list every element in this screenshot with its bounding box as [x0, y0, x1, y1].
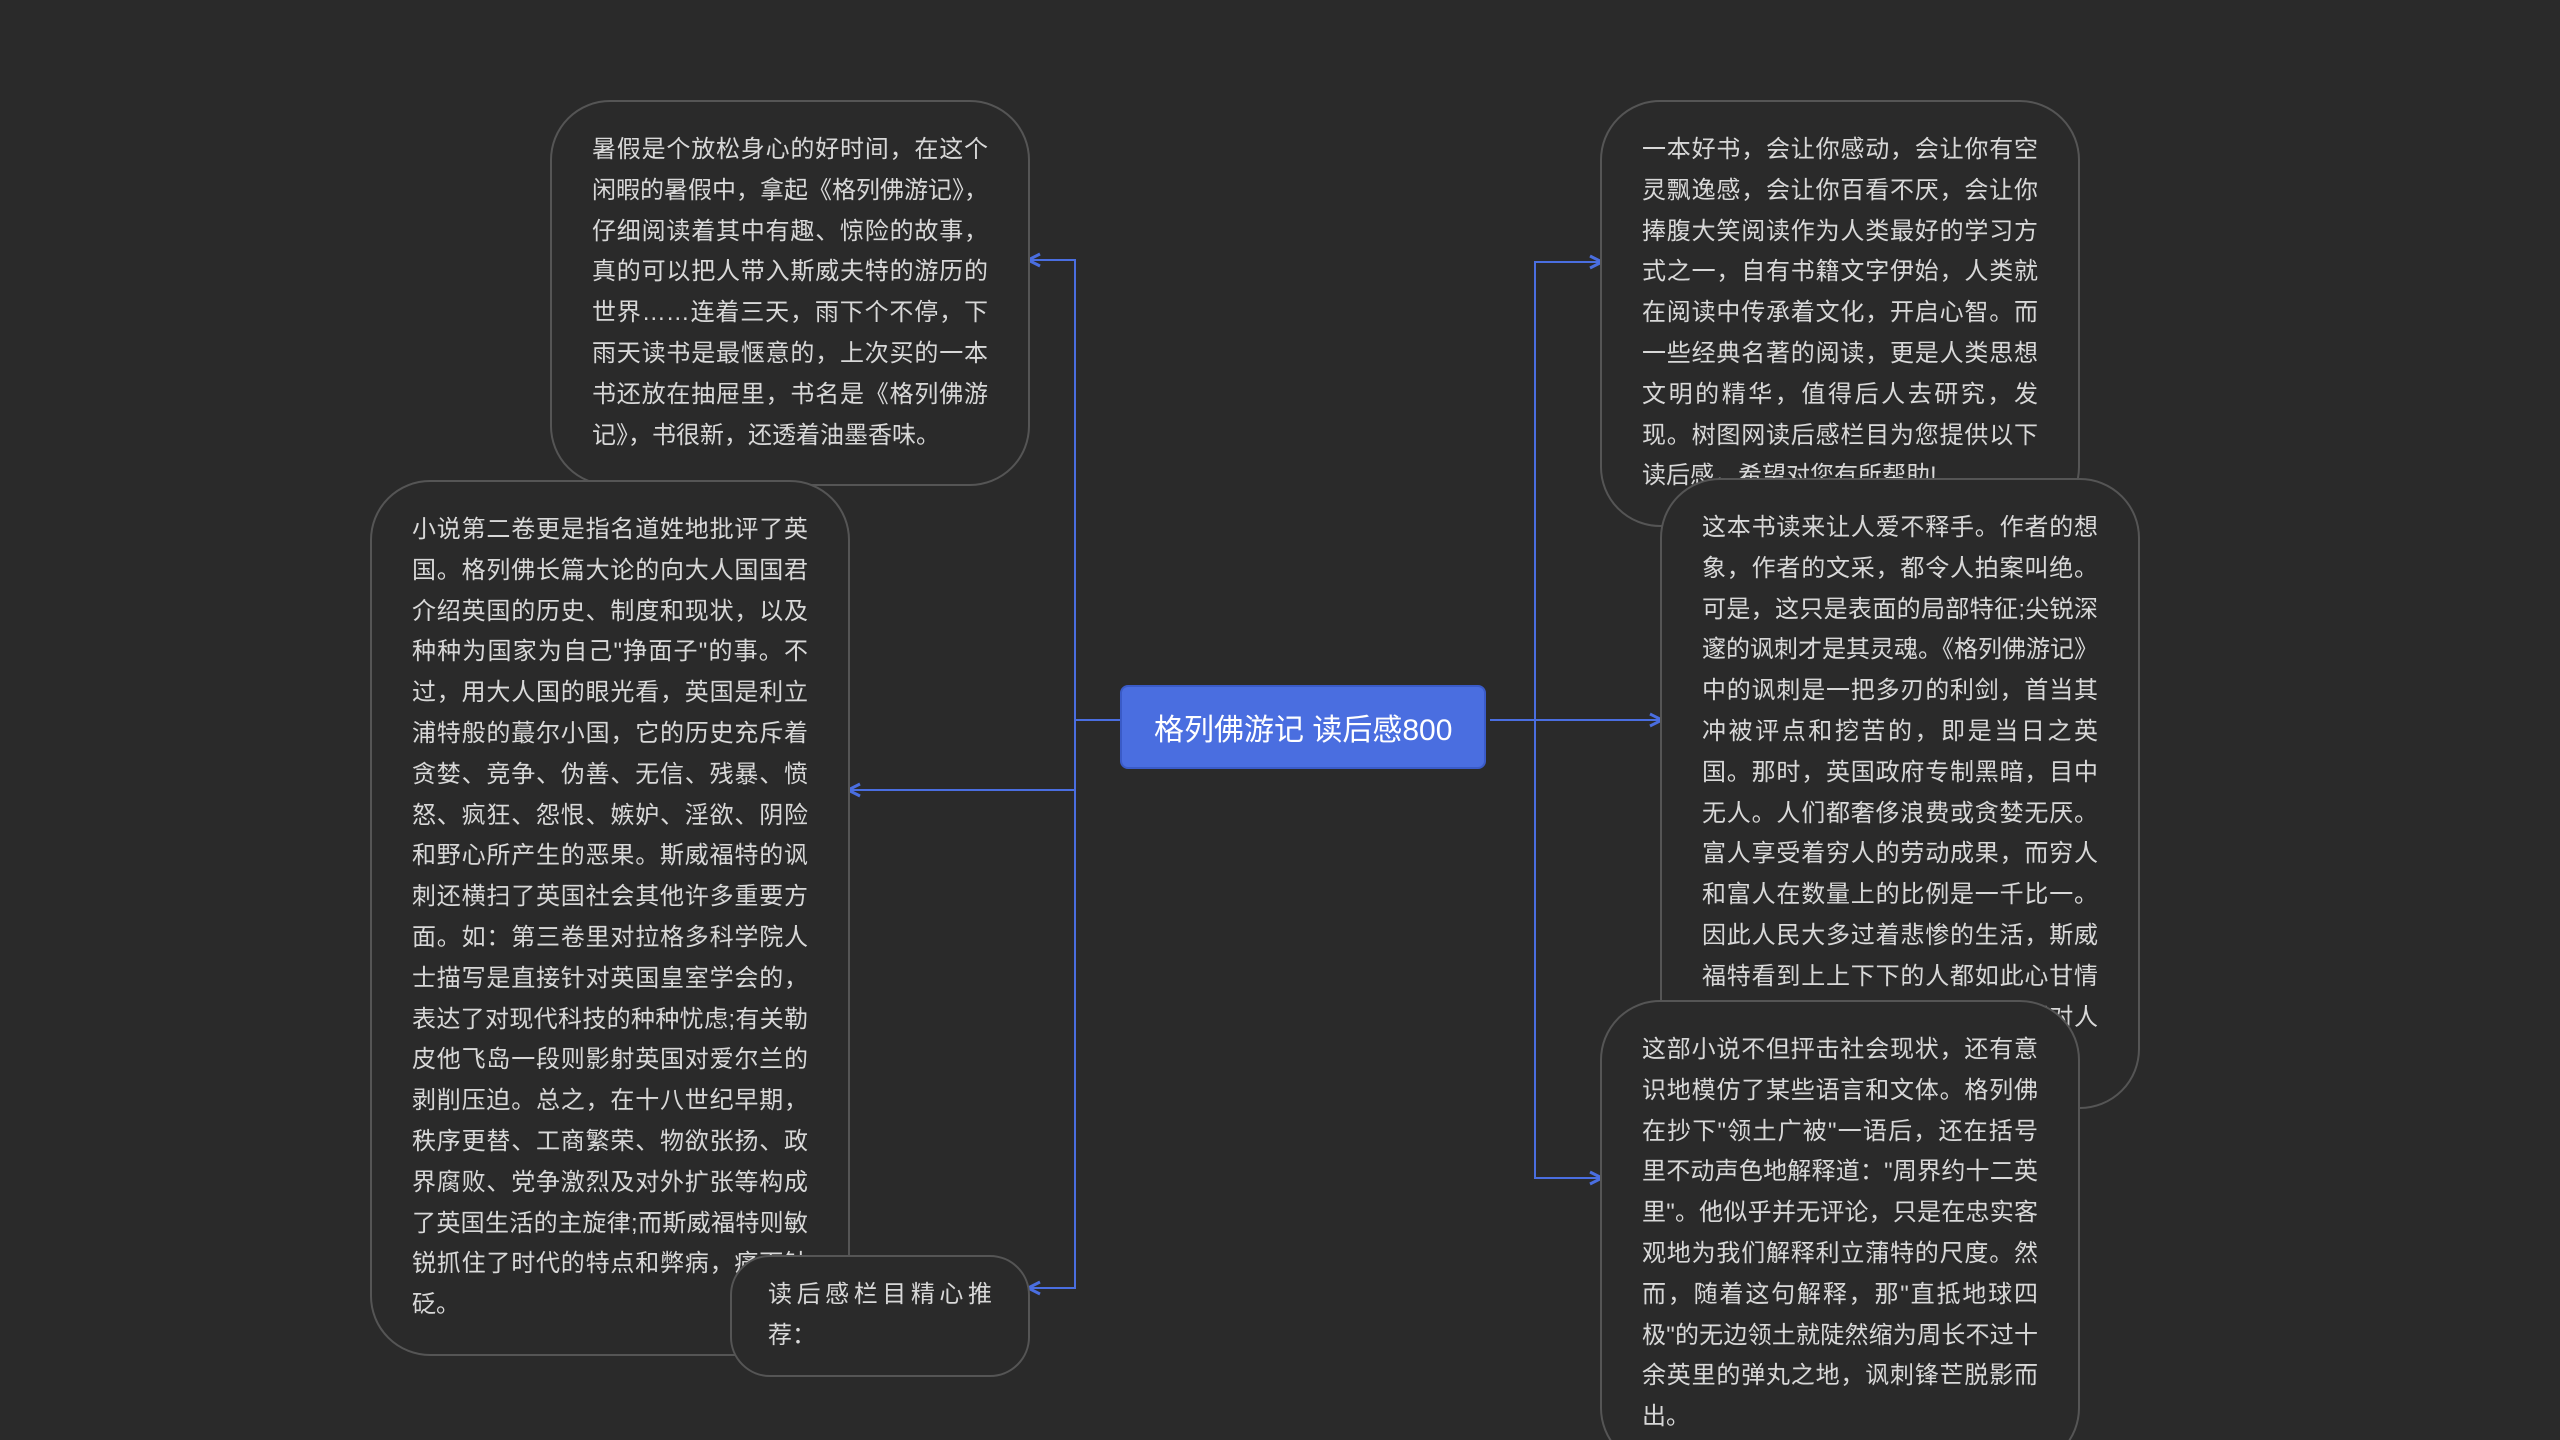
node-text: 暑假是个放松身心的好时间，在这个闲暇的暑假中，拿起《格列佛游记》，仔细阅读着其中… — [592, 136, 988, 449]
node-text: 读后感栏目精心推荐： — [768, 1281, 992, 1349]
left-node-1[interactable]: 暑假是个放松身心的好时间，在这个闲暇的暑假中，拿起《格列佛游记》，仔细阅读着其中… — [550, 100, 1030, 486]
center-node-label: 格列佛游记 读后感800 — [1154, 714, 1452, 747]
node-text: 一本好书，会让你感动，会让你有空灵飘逸感，会让你百看不厌，会让你捧腹大笑阅读作为… — [1642, 136, 2038, 489]
left-node-3[interactable]: 读后感栏目精心推荐： — [730, 1255, 1030, 1377]
node-text: 这本书读来让人爱不释手。作者的想象，作者的文采，都令人拍案叫绝。可是，这只是表面… — [1702, 514, 2098, 1071]
node-text: 这部小说不但抨击社会现状，还有意识地模仿了某些语言和文体。格列佛在抄下"领土广被… — [1642, 1036, 2038, 1430]
right-node-3[interactable]: 这部小说不但抨击社会现状，还有意识地模仿了某些语言和文体。格列佛在抄下"领土广被… — [1600, 1000, 2080, 1440]
mindmap-canvas: 格列佛游记 读后感800 暑假是个放松身心的好时间，在这个闲暇的暑假中，拿起《格… — [0, 0, 2560, 1440]
left-node-2[interactable]: 小说第二卷更是指名道姓地批评了英国。格列佛长篇大论的向大人国国君介绍英国的历史、… — [370, 480, 850, 1356]
center-node[interactable]: 格列佛游记 读后感800 — [1120, 685, 1486, 769]
right-node-1[interactable]: 一本好书，会让你感动，会让你有空灵飘逸感，会让你百看不厌，会让你捧腹大笑阅读作为… — [1600, 100, 2080, 527]
node-text: 小说第二卷更是指名道姓地批评了英国。格列佛长篇大论的向大人国国君介绍英国的历史、… — [412, 516, 808, 1318]
